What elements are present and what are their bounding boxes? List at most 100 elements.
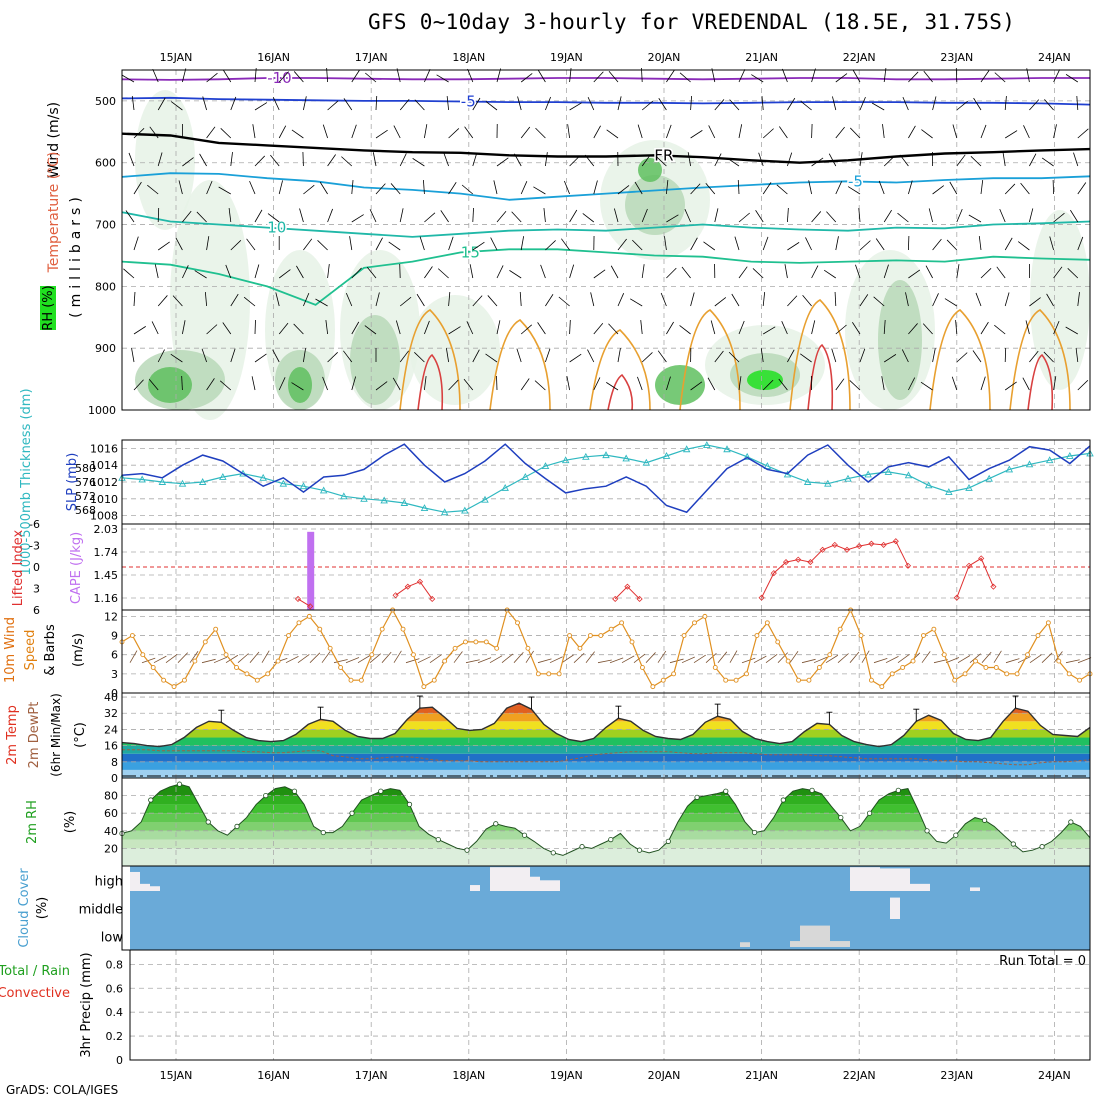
wind-barb [1077, 128, 1089, 139]
wind-barb [388, 241, 401, 251]
wind-barb [327, 264, 330, 279]
surface-wind-barb [573, 652, 585, 663]
wind-barb [641, 154, 651, 167]
wind-barb [897, 212, 909, 223]
wind-barb [641, 352, 653, 363]
wind-barb [230, 239, 242, 251]
cloud-high-bar [540, 880, 560, 891]
wind-barb [496, 320, 501, 335]
wind-barb [317, 239, 328, 251]
wind-speed-marker [473, 639, 479, 645]
wind-barb [899, 154, 909, 167]
wind-barb [582, 213, 595, 223]
surface-wind-barb [225, 654, 239, 664]
wind-speed-marker [692, 620, 697, 626]
cloud-high-bar [490, 867, 530, 891]
rh-shading [135, 90, 195, 230]
temp-band [122, 761, 1090, 770]
date-label-bottom: 16JAN [257, 1069, 290, 1082]
wind-barb [181, 375, 183, 391]
wind-barb [980, 180, 984, 195]
wind-barb [905, 292, 909, 307]
wind-speed-marker [515, 620, 520, 626]
wind-barb [708, 125, 716, 139]
hot-contour [417, 353, 444, 411]
li-marker [843, 546, 851, 553]
cape-tick: 1.16 [94, 592, 119, 605]
wind-barb [855, 264, 861, 279]
li-marker [782, 559, 790, 566]
wind-barb [293, 71, 304, 83]
li-line [614, 585, 640, 600]
surface-wind-barb [297, 654, 310, 664]
wind-speed-marker [1066, 671, 1072, 677]
wind-speed-marker [535, 671, 541, 677]
warm-contour [489, 319, 551, 411]
wind-speed-marker [952, 677, 958, 683]
wind-barb [908, 377, 916, 391]
wind-barb [569, 209, 578, 223]
wind-barb [520, 324, 533, 335]
wind-barb [587, 349, 595, 363]
rh-marker [751, 829, 758, 836]
wind-barb [399, 296, 412, 307]
cloud-level-label: high [95, 874, 123, 889]
precip-tick: 0.4 [106, 1006, 124, 1019]
wind-barb [738, 320, 745, 335]
temp-band [122, 703, 1090, 706]
wind-speed-marker [421, 684, 427, 690]
wind-barb [243, 296, 256, 307]
wind-barb [1053, 320, 1060, 335]
wind-barb [787, 208, 789, 223]
slp-tick: 1008 [90, 510, 118, 523]
thickness-marker [279, 479, 288, 487]
wind-barb [932, 238, 942, 251]
wind-barb [617, 238, 627, 251]
wind-barb [606, 382, 619, 391]
wind-speed-marker [921, 633, 926, 638]
cloud-low-bar [830, 941, 850, 947]
rh-marker [234, 823, 240, 830]
li-marker [612, 595, 619, 603]
rh-axis-label-2: (%) [63, 811, 78, 834]
wind-barb [133, 292, 136, 307]
rh-band [122, 848, 1090, 866]
wind-speed-marker [577, 645, 583, 651]
pressure-tick: 700 [95, 219, 116, 232]
wind-barb [980, 376, 986, 391]
precip-frame [129, 949, 1091, 1061]
wind-barb [727, 157, 740, 167]
wind-barb [617, 96, 622, 111]
wind-barb [133, 181, 142, 195]
wind-speed-marker [182, 677, 187, 683]
upper-left-labels: Wind (m/s)Temperature (°C) RH (%) (milliba… [40, 102, 84, 331]
rh-marker [608, 836, 614, 843]
wind-barb [834, 291, 837, 307]
wind-barb [206, 72, 218, 83]
isotherm-line [121, 248, 1091, 306]
wind-speed-marker [338, 665, 344, 670]
wind-barb [490, 237, 498, 251]
wind-speed-marker [379, 626, 385, 632]
surface-wind-barb [477, 657, 492, 664]
wind-barb [254, 264, 260, 279]
wind-speed-marker [358, 677, 364, 683]
wind-barb [762, 292, 766, 307]
cloud-middle-bar [890, 897, 900, 919]
date-label-bottom: 24JAN [1038, 1069, 1071, 1082]
wind-barb [351, 70, 360, 83]
wind-barb [254, 155, 266, 167]
wind-barb [267, 213, 280, 223]
wind-barb [835, 378, 845, 391]
rh-band [122, 822, 1090, 831]
wind-speed-marker [889, 671, 895, 677]
rh-marker [263, 792, 269, 799]
wind-barb [537, 69, 546, 83]
rh-marker [1068, 819, 1074, 825]
wind-barb [206, 126, 216, 139]
wind-barb [687, 152, 691, 167]
temp-tick: 16 [104, 740, 118, 753]
wind-barb [545, 240, 556, 251]
wind-barb [587, 97, 595, 111]
surface-wind-barb [981, 651, 992, 663]
